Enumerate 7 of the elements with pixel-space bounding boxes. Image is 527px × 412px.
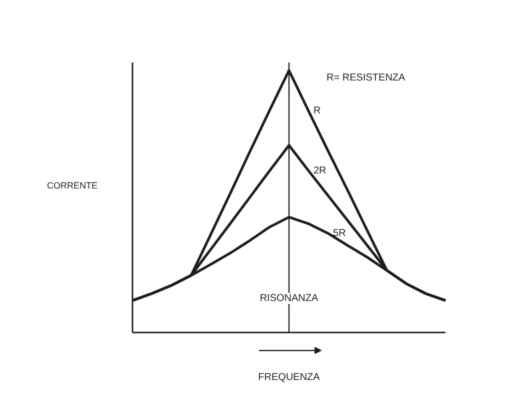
series-label: 5R [333, 228, 346, 239]
annotation: R= RESISTENZA [326, 72, 406, 84]
y-axis-title: CORRENTE [47, 180, 98, 191]
series-label: R [313, 106, 321, 117]
annotation: RISONANZA [260, 292, 318, 304]
series-label: 2R [313, 165, 326, 176]
x-axis-title: FREQUENZA [258, 372, 320, 383]
